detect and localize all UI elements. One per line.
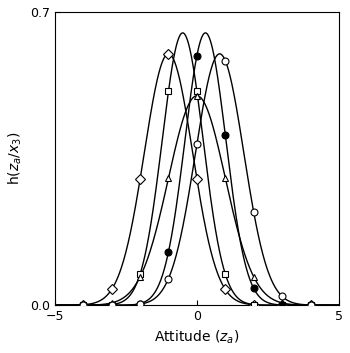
Y-axis label: h($z_a$/$x_3$): h($z_a$/$x_3$) xyxy=(7,132,24,185)
X-axis label: Attitude ($z_a$): Attitude ($z_a$) xyxy=(154,329,240,346)
